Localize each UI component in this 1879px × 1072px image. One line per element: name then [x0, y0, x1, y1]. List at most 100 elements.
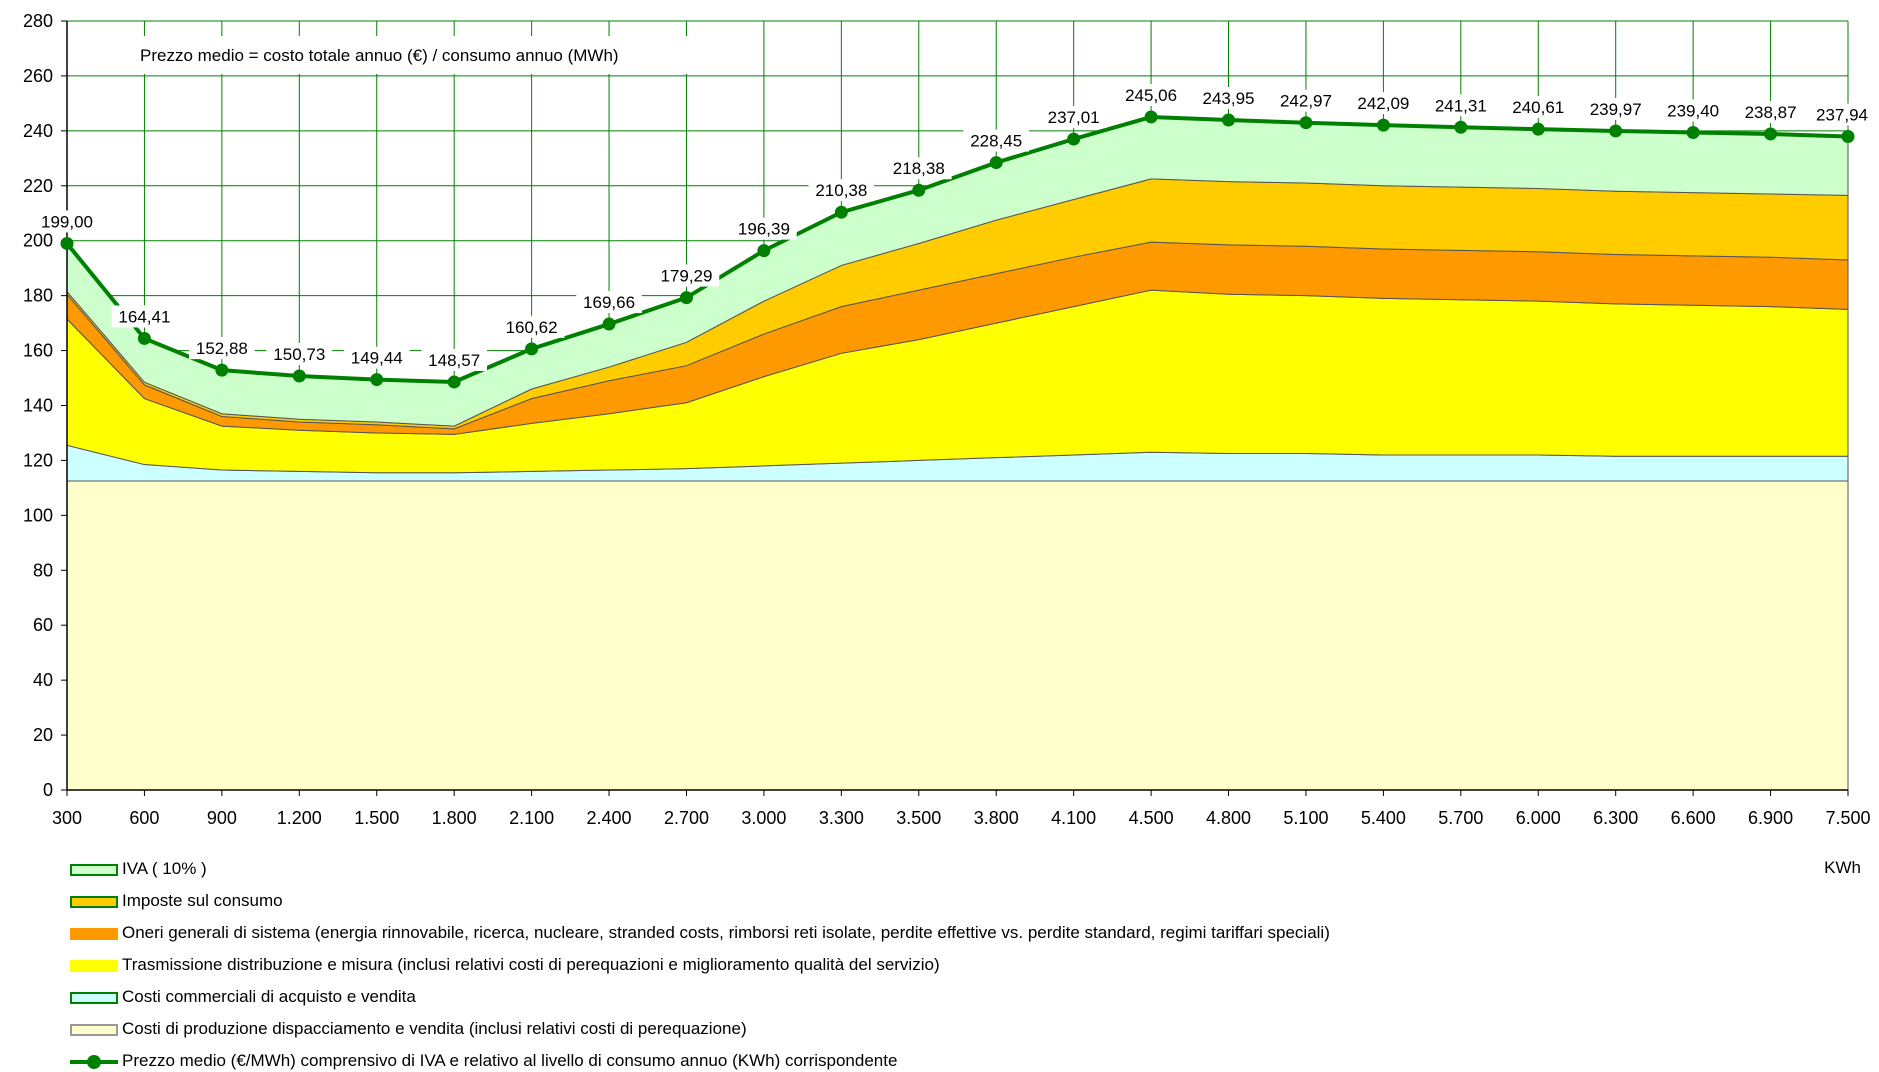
- data-label-bg: [1273, 89, 1339, 112]
- price-data-label: 245,06: [1125, 86, 1177, 105]
- data-label-bg: [1582, 97, 1649, 120]
- data-label-bg: [808, 179, 875, 202]
- price-data-label: 241,31: [1435, 96, 1487, 115]
- legend-label: Trasmissione distribuzione e misura (inc…: [122, 955, 940, 974]
- price-data-label: 149,44: [351, 349, 403, 368]
- x-tick-label: 6.900: [1748, 808, 1793, 828]
- price-point: [1531, 122, 1545, 136]
- legend-marker: [87, 1055, 101, 1069]
- data-label-bg: [111, 305, 178, 328]
- price-point: [370, 373, 384, 387]
- y-tick-label: 160: [23, 341, 53, 361]
- data-label-bg: [1350, 92, 1417, 115]
- x-tick-label: 1.500: [354, 808, 399, 828]
- price-data-label: 148,57: [428, 351, 480, 370]
- area-series-0: [66, 480, 1849, 791]
- price-data-label: 238,87: [1745, 103, 1797, 122]
- y-tick-label: 280: [23, 11, 53, 31]
- price-point: [137, 331, 151, 345]
- y-tick-label: 40: [33, 670, 53, 690]
- price-data-label: 239,40: [1667, 102, 1719, 121]
- price-data-label: 218,38: [893, 159, 945, 178]
- y-tick-label: 200: [23, 231, 53, 251]
- x-tick-label: 3.500: [896, 808, 941, 828]
- x-tick-label: 6.600: [1671, 808, 1716, 828]
- x-tick-label: 5.100: [1283, 808, 1328, 828]
- y-tick-label: 60: [33, 615, 53, 635]
- legend-label: Oneri generali di sistema (energia rinno…: [122, 923, 1330, 942]
- price-point: [1686, 126, 1700, 140]
- x-tick-label: 1.800: [432, 808, 477, 828]
- data-label-bg: [1737, 100, 1804, 123]
- data-label-bg: [1040, 106, 1107, 129]
- y-tick-label: 120: [23, 450, 53, 470]
- x-tick-label: 900: [207, 808, 237, 828]
- x-tick-label: 5.400: [1361, 808, 1406, 828]
- price-point: [215, 363, 229, 377]
- legend-swatch: [70, 1024, 118, 1036]
- price-point: [989, 156, 1003, 170]
- price-point: [1841, 130, 1855, 144]
- y-tick-label: 260: [23, 66, 53, 86]
- legend-swatch: [70, 864, 118, 876]
- price-data-label: 243,95: [1203, 89, 1255, 108]
- data-label-bg: [189, 337, 255, 360]
- x-tick-label: 4.100: [1051, 808, 1096, 828]
- data-label-bg: [1428, 94, 1494, 117]
- data-label-bg: [421, 348, 487, 371]
- data-label-bg: [343, 346, 410, 369]
- legend-label: Prezzo medio (€/MWh) comprensivo di IVA …: [122, 1051, 898, 1070]
- x-tick-label: 4.800: [1206, 808, 1251, 828]
- price-data-label: 239,97: [1590, 100, 1642, 119]
- price-point: [602, 317, 616, 331]
- x-axis-unit-label: KWh: [1824, 858, 1861, 877]
- average-price-line: [60, 110, 1855, 389]
- price-point: [1376, 118, 1390, 132]
- price-point: [60, 236, 74, 250]
- x-tick-label: 1.200: [277, 808, 322, 828]
- price-point: [1454, 120, 1468, 134]
- x-tick-label: 300: [52, 808, 82, 828]
- price-data-label: 210,38: [815, 181, 867, 200]
- x-tick-label: 7.500: [1825, 808, 1870, 828]
- price-data-label: 237,01: [1048, 108, 1100, 127]
- price-point: [292, 369, 306, 383]
- price-data-label: 164,41: [118, 307, 170, 326]
- legend-label: Costi commerciali di acquisto e vendita: [122, 987, 416, 1006]
- y-tick-label: 220: [23, 176, 53, 196]
- price-point: [1222, 113, 1236, 127]
- price-point: [525, 342, 539, 356]
- price-data-label: 160,62: [506, 318, 558, 337]
- price-line: [65, 114, 1849, 384]
- data-label-bg: [1118, 83, 1184, 106]
- data-label-bg: [1195, 87, 1262, 110]
- price-data-label: 169,66: [583, 293, 635, 312]
- price-point: [1067, 132, 1081, 146]
- legend-swatch: [70, 960, 118, 972]
- x-tick-label: 3.800: [974, 808, 1019, 828]
- price-data-label: 237,94: [1816, 106, 1868, 125]
- stacked-areas: [66, 116, 1849, 791]
- price-point: [1144, 110, 1158, 124]
- data-label-bg: [576, 291, 642, 314]
- price-point: [1764, 127, 1778, 141]
- data-label-bg: [653, 264, 720, 287]
- x-tick-label: 2.400: [587, 808, 632, 828]
- y-tick-label: 0: [43, 780, 53, 800]
- price-data-label: 152,88: [196, 339, 248, 358]
- data-label-bg: [731, 217, 797, 240]
- data-label-bg: [1802, 103, 1868, 126]
- data-label-bg: [498, 315, 565, 338]
- legend-line-swatch: [70, 1055, 118, 1069]
- price-data-label: 199,00: [41, 212, 93, 231]
- x-tick-label: 2.100: [509, 808, 554, 828]
- axes: 0 20 40 60 80 100 120 140 160 180 200 220 240 260 280 3…: [23, 11, 1871, 828]
- price-point: [679, 291, 693, 305]
- price-data-label: 150,73: [273, 345, 325, 364]
- price-data-label: 242,09: [1357, 94, 1409, 113]
- x-tick-label: 3.300: [819, 808, 864, 828]
- x-tick-label: 6.300: [1593, 808, 1638, 828]
- price-point: [757, 244, 771, 258]
- x-tick-label: 5.700: [1438, 808, 1483, 828]
- x-tick-label: 4.500: [1129, 808, 1174, 828]
